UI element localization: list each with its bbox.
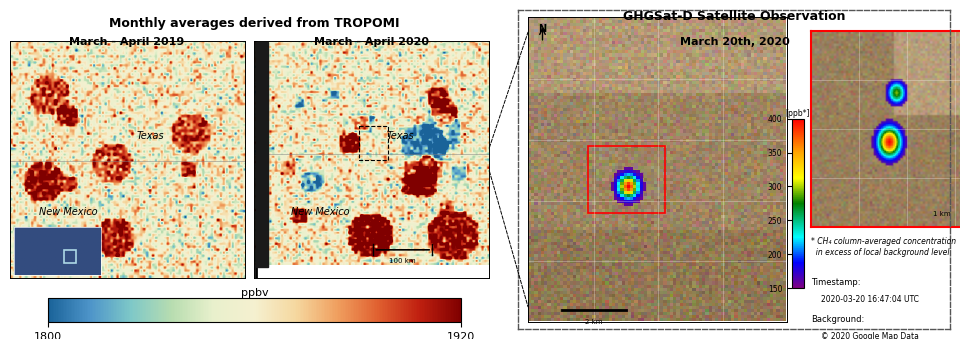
- Text: 2 km: 2 km: [586, 319, 603, 325]
- Bar: [588, 146, 665, 213]
- Text: 100 km: 100 km: [390, 258, 416, 264]
- Bar: [63, 250, 76, 263]
- Text: March - April 2020: March - April 2020: [315, 37, 429, 47]
- Text: Background:: Background:: [811, 315, 864, 324]
- Bar: [256, 42, 268, 267]
- Text: © 2020 Google Map Data: © 2020 Google Map Data: [821, 332, 919, 339]
- Text: New Mexico: New Mexico: [39, 206, 98, 217]
- Text: 1 km: 1 km: [933, 211, 950, 217]
- Text: Timestamp:: Timestamp:: [811, 278, 861, 287]
- Text: March - April 2019: March - April 2019: [69, 37, 184, 47]
- Text: Monthly averages derived from TROPOMI: Monthly averages derived from TROPOMI: [109, 17, 399, 30]
- Text: GHGSat-D Satellite Observation: GHGSat-D Satellite Observation: [623, 10, 846, 23]
- Text: March 20th, 2020: March 20th, 2020: [680, 37, 789, 47]
- Text: N: N: [539, 24, 546, 34]
- Text: Texas: Texas: [386, 131, 414, 141]
- Text: New Mexico: New Mexico: [291, 206, 349, 217]
- Bar: [359, 126, 388, 160]
- Text: Texas: Texas: [136, 131, 164, 141]
- Title: [ppb*]: [ppb*]: [785, 109, 810, 118]
- Text: * CH₄ column-averaged concentration
  in excess of local background level: * CH₄ column-averaged concentration in e…: [811, 237, 956, 257]
- Title: ppbv: ppbv: [241, 287, 268, 298]
- Text: 2020-03-20 16:47:04 UTC: 2020-03-20 16:47:04 UTC: [821, 295, 919, 304]
